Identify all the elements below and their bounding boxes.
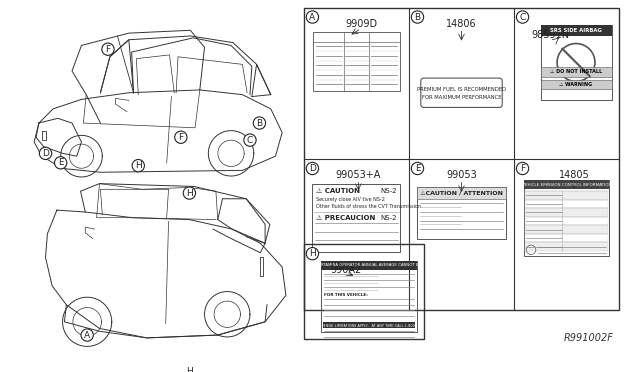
Text: B: B (415, 13, 420, 22)
Text: NS-2: NS-2 (380, 188, 397, 194)
Bar (323, 322, 415, 328)
Text: R991002F: R991002F (564, 333, 613, 343)
Bar (321, 261, 417, 332)
Circle shape (412, 162, 424, 174)
Circle shape (244, 134, 256, 146)
Circle shape (253, 117, 266, 129)
Text: 14805: 14805 (559, 170, 589, 180)
Text: F: F (179, 133, 184, 142)
Circle shape (516, 162, 529, 174)
Circle shape (175, 131, 187, 143)
Text: B: B (257, 119, 262, 128)
Text: D: D (42, 149, 49, 158)
Circle shape (183, 365, 196, 372)
Text: Other fluids of stress the CVT Transmission: Other fluids of stress the CVT Transmiss… (316, 205, 421, 209)
Text: H: H (186, 189, 193, 198)
Text: FOR MAXIMUM PERFORMANCE: FOR MAXIMUM PERFORMANCE (422, 95, 501, 100)
Text: H: H (186, 366, 193, 372)
Text: ⚠ DO NOT INSTALL: ⚠ DO NOT INSTALL (550, 70, 602, 74)
Text: ⚠ CAUTION: ⚠ CAUTION (316, 188, 360, 194)
Bar (525, 191, 608, 200)
Bar (304, 7, 619, 311)
Text: 14806: 14806 (446, 19, 477, 29)
Circle shape (132, 160, 145, 172)
Text: VEHICLE EMISSION CONTROL INFORMATION: VEHICLE EMISSION CONTROL INFORMATION (522, 183, 611, 187)
Text: 99053: 99053 (446, 170, 477, 180)
Circle shape (307, 11, 319, 23)
Text: 98591N: 98591N (531, 30, 569, 40)
Bar (525, 242, 608, 251)
Text: F: F (520, 164, 525, 173)
Bar (524, 180, 609, 189)
Bar (541, 25, 612, 36)
Circle shape (516, 11, 529, 23)
Bar (321, 261, 417, 270)
Bar (417, 187, 506, 199)
Text: THESE LIMITATIONS APPLY... AT ANY TIME CALL 1-800: THESE LIMITATIONS APPLY... AT ANY TIME C… (323, 324, 415, 328)
Text: PERTAMINA OPERATOR ANNUAL AVERAGE CANNOT BE: PERTAMINA OPERATOR ANNUAL AVERAGE CANNOT… (316, 263, 421, 267)
Bar (525, 208, 608, 217)
Bar (541, 80, 612, 89)
Circle shape (307, 247, 319, 260)
Text: ⚠ WARNING: ⚠ WARNING (559, 82, 593, 87)
Bar (525, 200, 608, 208)
Circle shape (412, 11, 424, 23)
Bar (417, 187, 506, 240)
Bar (541, 25, 612, 100)
Text: 99053+A: 99053+A (335, 170, 381, 180)
Bar (304, 244, 424, 339)
Bar (525, 234, 608, 242)
Bar (312, 184, 401, 252)
Text: F: F (106, 45, 111, 54)
Circle shape (81, 329, 93, 341)
Text: SRS SIDE AIRBAG: SRS SIDE AIRBAG (550, 28, 602, 33)
Text: C: C (247, 135, 253, 145)
Bar (525, 217, 608, 225)
Circle shape (54, 157, 67, 169)
Text: H: H (135, 161, 141, 170)
Text: NS-2: NS-2 (380, 215, 397, 221)
Bar (314, 32, 399, 91)
Text: FOR THIS VEHICLE:: FOR THIS VEHICLE: (324, 294, 367, 298)
Text: A: A (84, 331, 90, 340)
Text: E: E (415, 164, 420, 173)
Bar (525, 225, 608, 234)
Circle shape (307, 162, 319, 174)
Text: 990A2: 990A2 (330, 265, 362, 275)
Bar (524, 180, 609, 256)
Circle shape (102, 43, 114, 55)
Text: Securely close AIV tive NS-2: Securely close AIV tive NS-2 (316, 197, 385, 202)
Circle shape (183, 187, 196, 199)
Bar (541, 67, 612, 77)
Text: ⚠CAUTION / ATTENTION: ⚠CAUTION / ATTENTION (420, 190, 503, 196)
Text: A: A (309, 13, 316, 22)
Text: ⚠ PRECAUCION: ⚠ PRECAUCION (316, 215, 376, 221)
Circle shape (40, 147, 52, 160)
Text: D: D (309, 164, 316, 173)
Text: E: E (58, 158, 63, 167)
Text: H: H (309, 249, 316, 258)
Text: PREMIUM FUEL IS RECOMMENDED: PREMIUM FUEL IS RECOMMENDED (417, 87, 506, 92)
Text: 9909D: 9909D (345, 19, 377, 29)
Text: C: C (520, 13, 525, 22)
